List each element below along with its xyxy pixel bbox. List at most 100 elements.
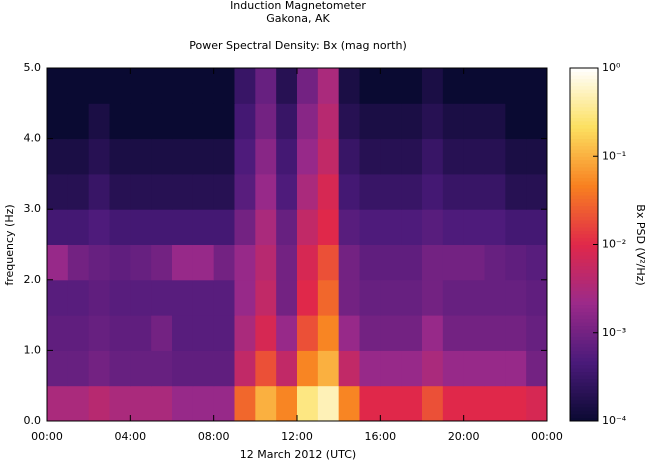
- colorbar-segment: [570, 230, 598, 235]
- heatmap-cell: [380, 173, 402, 210]
- heatmap-cell: [338, 315, 360, 351]
- heatmap-cell: [151, 138, 173, 175]
- heatmap-cell: [47, 138, 69, 175]
- colorbar-segment: [570, 329, 598, 334]
- x-tick-label: 00:00: [531, 430, 563, 443]
- heatmap-cell: [192, 138, 215, 175]
- heatmap-cell: [484, 244, 506, 281]
- colorbar-segment: [570, 110, 598, 115]
- heatmap-cell: [317, 68, 340, 104]
- heatmap-cell: [192, 350, 215, 387]
- heatmap-cell: [88, 315, 110, 351]
- x-tick-label: 16:00: [364, 430, 396, 443]
- colorbar-segment: [570, 96, 598, 101]
- heatmap-cell: [338, 279, 360, 316]
- heatmap-cell: [47, 350, 69, 387]
- colorbar-segment: [570, 276, 598, 281]
- heatmap-cell: [172, 244, 194, 281]
- heatmap-cell: [401, 385, 423, 422]
- heatmap-cell: [234, 244, 256, 281]
- heatmap-cell: [297, 138, 319, 175]
- colorbar-segment: [570, 392, 598, 397]
- heatmap-cell: [338, 68, 360, 104]
- heatmap-cell: [88, 209, 110, 245]
- colorbar-segment: [570, 219, 598, 224]
- heatmap-cell: [380, 315, 402, 351]
- heatmap-cell: [463, 138, 485, 175]
- heatmap-cell: [297, 103, 319, 140]
- heatmap-cell: [484, 68, 506, 104]
- heatmap-cell: [442, 209, 465, 245]
- heatmap-cell: [442, 279, 465, 316]
- colorbar-segment: [570, 170, 598, 175]
- heatmap-cell: [67, 103, 90, 140]
- heatmap-cell: [484, 103, 506, 140]
- heatmap-cell: [297, 173, 319, 210]
- heatmap-cell: [422, 209, 444, 245]
- heatmap-cell: [297, 244, 319, 281]
- heatmap-cell: [380, 244, 402, 281]
- heatmap-cell: [380, 209, 402, 245]
- heatmap-cell: [67, 385, 90, 422]
- colorbar-tick-label: 10⁻³: [602, 326, 626, 339]
- colorbar-segment: [570, 226, 598, 231]
- heatmap-cell: [213, 103, 235, 140]
- colorbar-segment: [570, 350, 598, 355]
- colorbar-segment: [570, 343, 598, 348]
- heatmap-cell: [130, 68, 152, 104]
- colorbar-segment: [570, 85, 598, 90]
- heatmap-cell: [172, 279, 194, 316]
- chart-title: Induction Magnetometer: [230, 0, 366, 12]
- colorbar-segment: [570, 382, 598, 387]
- colorbar-segment: [570, 269, 598, 274]
- colorbar-segment: [570, 106, 598, 111]
- colorbar-segment: [570, 336, 598, 341]
- heatmap-cell: [359, 173, 381, 210]
- colorbar-segment: [570, 364, 598, 369]
- heatmap-cell: [484, 138, 506, 175]
- colorbar-segment: [570, 339, 598, 344]
- heatmap-cell: [234, 68, 256, 104]
- heatmap-cell: [401, 103, 423, 140]
- heatmap-cell: [422, 103, 444, 140]
- heatmap-cell: [442, 385, 465, 422]
- colorbar-segment: [570, 216, 598, 221]
- heatmap-cell: [463, 173, 485, 210]
- heatmap-cell: [213, 350, 235, 387]
- heatmap-cell: [109, 350, 131, 387]
- heatmap-cell: [172, 68, 194, 104]
- heatmap-cell: [172, 385, 194, 422]
- heatmap-cell: [192, 68, 215, 104]
- heatmap-cell: [505, 315, 527, 351]
- heatmap-cell: [505, 385, 527, 422]
- colorbar-segment: [570, 177, 598, 182]
- heatmap-cell: [213, 385, 235, 422]
- colorbar-segment: [570, 248, 598, 253]
- heatmap-cell: [317, 279, 340, 316]
- heatmap-cell: [276, 279, 298, 316]
- heatmap-cell: [401, 315, 423, 351]
- heatmap-cell: [88, 244, 110, 281]
- colorbar-segment: [570, 131, 598, 136]
- heatmap-cell: [130, 385, 152, 422]
- heatmap-cell: [234, 138, 256, 175]
- heatmap-cell: [505, 68, 527, 104]
- colorbar-segment: [570, 262, 598, 267]
- heatmap-cell: [422, 279, 444, 316]
- heatmap-cell: [151, 315, 173, 351]
- heatmap-cell: [67, 138, 90, 175]
- colorbar-segment: [570, 346, 598, 351]
- colorbar-segment: [570, 396, 598, 401]
- heatmap-cell: [484, 279, 506, 316]
- heatmap-cell: [172, 138, 194, 175]
- colorbar-segment: [570, 293, 598, 298]
- heatmap-cell: [380, 138, 402, 175]
- colorbar-segment: [570, 237, 598, 242]
- heatmap-cell: [255, 315, 277, 351]
- colorbar-segment: [570, 78, 598, 83]
- colorbar-segment: [570, 389, 598, 394]
- heatmap-cell: [109, 103, 131, 140]
- colorbar-segment: [570, 191, 598, 196]
- heatmap-cell: [297, 68, 319, 104]
- heatmap-cell: [88, 138, 110, 175]
